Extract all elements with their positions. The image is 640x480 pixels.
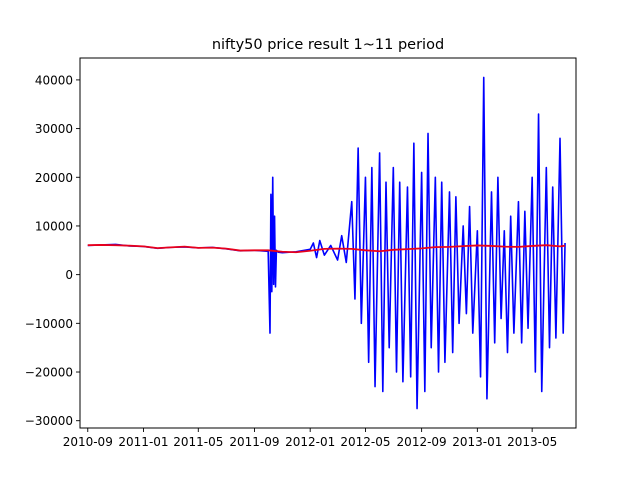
x-tick-label: 2011-01 xyxy=(118,435,168,449)
y-tick-label: −20000 xyxy=(25,366,73,380)
y-axis: −30000 −20000 −10000 0 10000 20000 30000 40000 xyxy=(25,73,80,428)
y-tick-label: −30000 xyxy=(25,414,73,428)
plot-frame xyxy=(79,57,577,429)
x-tick-label: 2012-01 xyxy=(285,435,335,449)
y-tick-label: 0 xyxy=(65,268,73,282)
x-axis: 2010-09 2011-01 2011-05 2011-09 2012-01 2012-… xyxy=(63,428,557,449)
x-tick-label: 2012-09 xyxy=(397,435,447,449)
x-tick-label: 2012-05 xyxy=(340,435,390,449)
x-tick-label: 2013-05 xyxy=(507,435,557,449)
series-line-1 xyxy=(87,76,566,410)
x-tick-label: 2011-09 xyxy=(229,435,279,449)
y-tick-label: 10000 xyxy=(35,219,73,233)
chart-title: nifty50 price result 1~11 period xyxy=(212,37,444,53)
x-tick-label: 2013-01 xyxy=(452,435,502,449)
y-tick-label: 30000 xyxy=(35,122,73,136)
y-tick-label: 40000 xyxy=(35,73,73,87)
plot-background xyxy=(80,58,576,428)
y-tick-label: −10000 xyxy=(25,317,73,331)
x-tick-label: 2010-09 xyxy=(63,435,113,449)
x-tick-label: 2011-05 xyxy=(173,435,223,449)
series-line-2 xyxy=(87,244,566,254)
series-layer xyxy=(87,76,566,410)
y-tick-label: 20000 xyxy=(35,171,73,185)
plot-area xyxy=(79,57,577,429)
